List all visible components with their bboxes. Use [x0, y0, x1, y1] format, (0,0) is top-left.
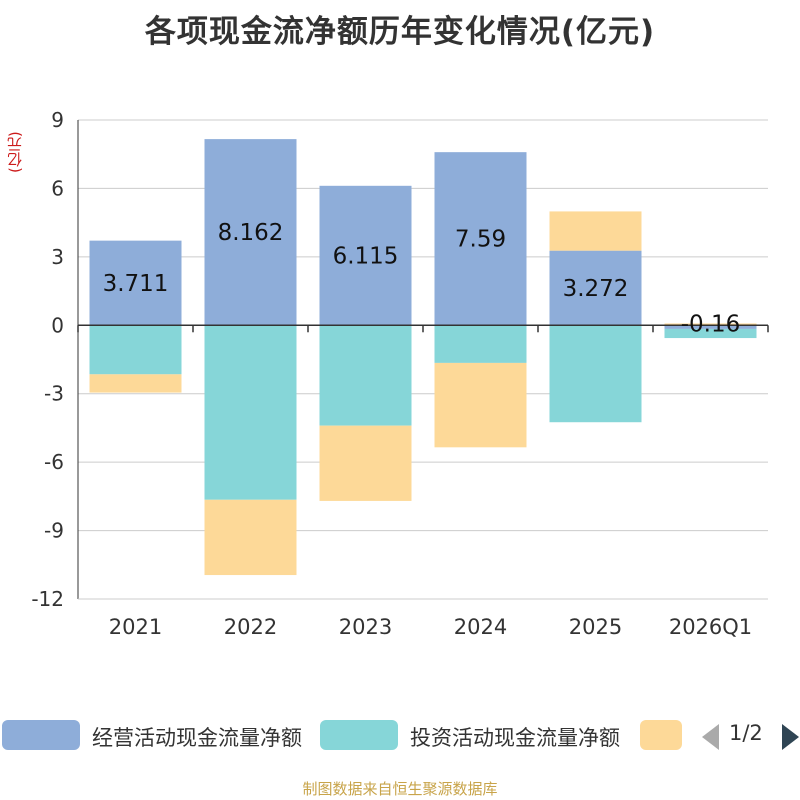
legend: 经营活动现金流量净额 投资活动现金流量净额 1/2: [0, 714, 800, 758]
legend-prev-page-icon[interactable]: [702, 724, 719, 750]
y-tick-label: 9: [51, 108, 64, 132]
data-label: 7.59: [455, 227, 506, 253]
legend-label-operating: 经营活动现金流量净额: [92, 726, 302, 750]
y-tick-label: 0: [51, 313, 64, 337]
data-label: 3.272: [563, 276, 629, 302]
data-label: -0.16: [681, 311, 741, 337]
bar-series2-2026Q1[interactable]: [664, 323, 757, 326]
y-tick-label: -6: [44, 450, 64, 474]
x-tick-label: 2021: [109, 615, 162, 639]
x-tick-label: 2023: [339, 615, 392, 639]
bar-series2-2025[interactable]: [549, 211, 642, 251]
y-tick-label: -9: [44, 519, 64, 543]
y-tick-label: 6: [51, 176, 64, 200]
bar-series0-2021[interactable]: [89, 240, 182, 326]
bar-series2-2021[interactable]: [89, 374, 182, 393]
y-tick-label: 3: [51, 245, 64, 269]
bar-series1-2025[interactable]: [549, 325, 642, 423]
y-tick-label: -3: [44, 382, 64, 406]
bar-series1-2026Q1[interactable]: [664, 328, 757, 339]
legend-swatch-operating: [2, 720, 80, 750]
legend-page-indicator: 1/2: [729, 721, 763, 745]
x-tick-label: 2025: [569, 615, 622, 639]
chart-title: 各项现金流净额历年变化情况(亿元): [144, 14, 656, 50]
bar-series1-2022[interactable]: [204, 325, 297, 500]
x-tick-label: 2022: [224, 615, 277, 639]
legend-swatch-financing: [640, 720, 682, 750]
labels-layer: 3.711 8.162 6.115 7.59 3.272 -0.16: [103, 220, 741, 337]
bar-series0-2022[interactable]: [204, 139, 297, 326]
bar-series1-2024[interactable]: [434, 325, 527, 363]
bar-series1-2023[interactable]: [319, 325, 412, 426]
bars-layer: [89, 139, 757, 576]
data-label: 8.162: [218, 220, 284, 246]
data-label: 6.115: [333, 244, 399, 270]
bar-series2-2024[interactable]: [434, 362, 527, 448]
y-tick-label: -12: [31, 587, 64, 611]
bar-series0-2024[interactable]: [434, 152, 527, 326]
legend-next-page-icon[interactable]: [782, 724, 799, 750]
bar-series2-2023[interactable]: [319, 425, 412, 501]
bar-series1-2021[interactable]: [89, 325, 182, 375]
x-tick-label: 2026Q1: [669, 615, 752, 639]
bar-series0-2026Q1[interactable]: [664, 325, 757, 329]
bar-series2-2022[interactable]: [204, 499, 297, 576]
legend-label-investing: 投资活动现金流量净额: [410, 726, 620, 750]
legend-swatch-investing: [320, 720, 398, 750]
data-label: 3.711: [103, 271, 169, 297]
x-tick-label: 2024: [454, 615, 507, 639]
bar-series0-2025[interactable]: [549, 250, 642, 326]
axes-layer: 9 6 3 0 -3 -6 -9 -12 2021 2022 2023 2024 2025 2026Q1: [31, 108, 769, 639]
bar-series0-2023[interactable]: [319, 185, 412, 326]
data-source-note: 制图数据来自恒生聚源数据库: [302, 780, 498, 798]
